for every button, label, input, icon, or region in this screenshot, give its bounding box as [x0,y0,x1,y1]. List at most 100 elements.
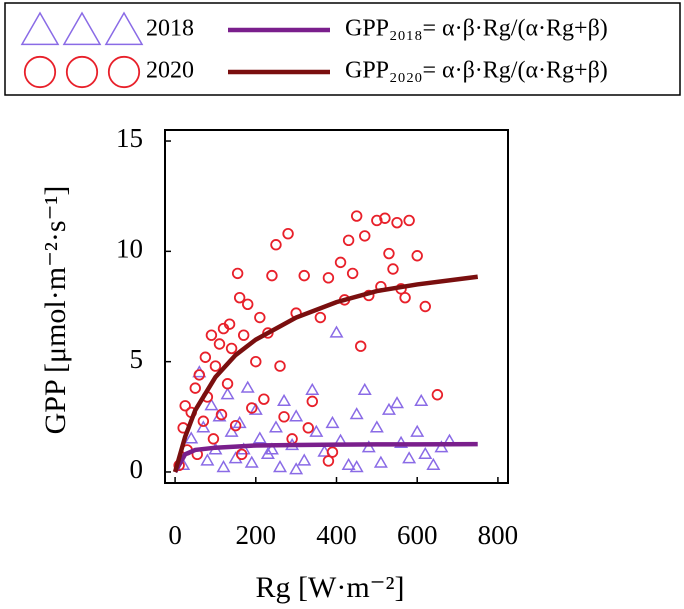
point [209,360,222,372]
point [371,214,383,227]
point [268,420,283,433]
y-tick-label: 5 [130,344,144,374]
fit-line [172,274,479,473]
point [373,455,388,468]
x-tick-label: 400 [316,520,357,550]
point [418,446,433,459]
point [350,210,363,222]
point [233,291,246,304]
point [322,272,335,284]
point [207,433,220,445]
point [264,442,279,455]
point [196,420,211,433]
point [200,453,215,466]
point [379,212,391,224]
x-tick-label: 0 [168,520,182,550]
point [349,407,364,420]
point [235,448,248,461]
legend-label: GPP₂₀₂₀= α·β·Rg/(α·Rg+β) [345,58,608,84]
y-axis-label: GPP [μmol·m⁻²·s⁻¹] [39,186,72,435]
point [426,457,441,470]
point [314,311,327,324]
point [346,267,359,280]
point [229,419,242,432]
point [204,398,219,411]
point [237,329,250,341]
point [359,230,371,242]
point [419,300,431,313]
point [341,457,356,470]
point [411,250,423,262]
legend-marker [104,11,144,46]
point [262,327,274,339]
legend-label: GPP₂₀₁₈= α·β·Rg/(α·Rg+β) [345,16,608,42]
legend-marker [20,11,60,46]
point [329,325,344,338]
point [399,291,411,304]
point [193,369,206,381]
y-tick-label: 10 [116,234,143,264]
point [410,424,425,437]
point [289,409,304,422]
point [349,460,364,473]
point [305,382,320,395]
point [302,422,314,434]
point [199,351,212,363]
point [381,402,396,415]
point [289,462,304,475]
point [297,453,312,466]
point [184,431,199,444]
legend-box [4,2,681,96]
x-tick-label: 800 [478,520,519,550]
point [244,455,259,468]
x-axis-label: Rg [W·m⁻²] [256,571,405,604]
fit-line [173,441,478,474]
point [254,311,266,324]
point [309,424,324,437]
point [277,393,292,407]
point [205,329,218,341]
point [240,380,255,393]
point [250,355,262,368]
legend-label: 2020 [146,58,194,84]
point [197,415,210,427]
point [282,227,294,240]
legend-label: 2018 [146,16,194,42]
legend-marker [23,55,57,89]
point [414,393,429,407]
point [252,431,267,444]
y-tick-label: 15 [116,123,143,153]
point [342,234,355,247]
point [391,216,403,229]
point [258,393,270,405]
point [325,415,340,429]
point [221,378,234,390]
point [225,342,238,355]
point [355,340,367,352]
point [274,360,286,372]
point [231,267,244,280]
point [306,395,318,408]
point [215,408,228,421]
point [298,269,310,282]
x-tick-label: 200 [236,520,277,550]
y-tick-label: 0 [130,454,144,484]
legend-marker [62,11,102,46]
point [213,338,226,350]
point [357,382,372,395]
point [434,440,449,453]
point [390,396,405,409]
point [369,420,384,433]
point [431,389,444,401]
point [270,239,282,251]
point [402,451,417,464]
point [248,402,263,415]
point [223,318,236,330]
point [334,256,347,269]
point [216,460,231,473]
x-tick-label: 600 [397,520,438,550]
point [383,247,395,260]
point [266,269,278,282]
point [322,455,335,467]
